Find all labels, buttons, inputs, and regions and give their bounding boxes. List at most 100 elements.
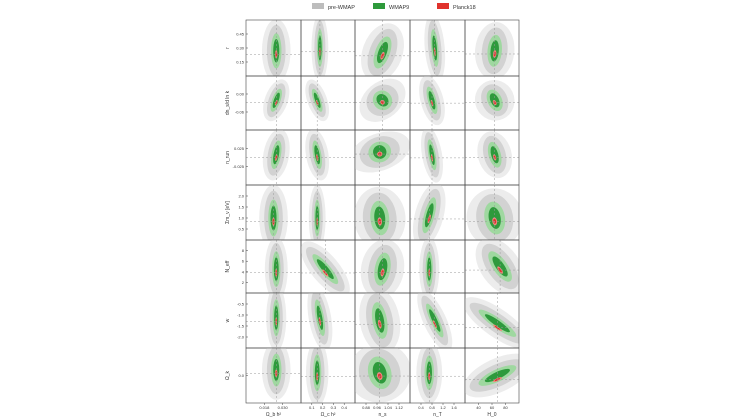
planck18-inner-contour: [381, 100, 384, 104]
row-axis-label: Ω_k: [225, 370, 231, 380]
y-tick-label: 0.0: [238, 373, 244, 378]
x-tick-label: 40: [476, 405, 481, 410]
legend-entry: WMAP9: [373, 3, 409, 11]
legend-entry: pre-WMAP: [312, 3, 355, 11]
panel: [300, 19, 356, 77]
panel: [354, 347, 411, 404]
y-tick-label: 0.5: [238, 227, 244, 232]
y-tick-label: -1.0: [237, 313, 245, 318]
panel: [409, 239, 466, 294]
column-axis-label: n_T: [433, 412, 442, 418]
panel: [409, 75, 466, 131]
panel: [354, 292, 411, 349]
x-tick-label: 0.4: [418, 405, 424, 410]
panel: [245, 75, 302, 131]
y-tick-label: -1.5: [237, 324, 245, 329]
row-axis-label: n_run: [225, 151, 231, 164]
panel: [354, 184, 411, 241]
planck18-inner-contour: [275, 51, 277, 57]
legend: pre-WMAP WMAP9 Planck18: [312, 3, 476, 11]
row-axis-label: r: [225, 47, 231, 49]
panel: [409, 292, 466, 349]
column-axis-label: n_s: [378, 412, 387, 418]
legend-swatch: [312, 3, 324, 9]
panel: [354, 239, 411, 294]
panel: [245, 129, 302, 186]
wmap9-inner-contour: [484, 314, 510, 333]
x-tick-label: 0.2: [320, 405, 326, 410]
y-tick-label: -2.0: [237, 335, 245, 340]
legend-label: pre-WMAP: [328, 5, 355, 11]
row-axis-label: Σm_ν [eV]: [225, 200, 231, 223]
y-tick-label: -0.06: [235, 110, 245, 115]
y-tick-label: 1.5: [238, 205, 244, 210]
planck18-inner-contour: [381, 53, 384, 59]
column-labels: 0.018 0.030 Ω_b h² 0.1 0.2 0.3 0.4 Ω_c h² 0.88 0.…: [259, 403, 508, 418]
y-tick-label: 1.0: [238, 216, 244, 221]
panel: [245, 184, 302, 241]
panel: [464, 239, 520, 294]
panel: [245, 292, 302, 349]
column-axis-label: H_0: [487, 412, 496, 418]
row-axis-label: w: [225, 318, 231, 322]
panel: [464, 75, 520, 131]
x-tick-label: 0.88: [362, 405, 371, 410]
wmap9-inner-contour: [429, 309, 441, 332]
x-tick-label: 0.1: [309, 405, 315, 410]
planck18-inner-contour: [275, 155, 277, 160]
y-tick-label: 2: [242, 280, 245, 285]
x-tick-label: 0.3: [331, 405, 337, 410]
panel-grid: [245, 19, 520, 404]
x-tick-label: 1.04: [384, 405, 393, 410]
x-tick-label: 0.030: [278, 405, 289, 410]
panel: [354, 75, 411, 131]
panel: [245, 239, 302, 294]
planck18-inner-contour: [498, 267, 502, 273]
y-tick-label: 0.45: [236, 32, 245, 37]
panel: [300, 292, 356, 349]
panel: [409, 19, 466, 77]
y-tick-label: 0.00: [236, 92, 245, 97]
wmap9-inner-contour: [424, 203, 434, 228]
legend-swatch: [437, 3, 449, 9]
row-axis-label: dn_s/d ln k: [225, 90, 231, 115]
panel: [245, 347, 302, 404]
column-axis-label: Ω_b h²: [266, 412, 281, 418]
x-tick-label: 1.12: [395, 405, 404, 410]
panel: [300, 347, 356, 404]
wmap9-inner-contour: [484, 368, 510, 383]
panel: [354, 19, 411, 77]
y-tick-label: -0.5: [237, 302, 245, 307]
x-tick-label: 1.6: [451, 405, 457, 410]
y-tick-label: 6: [242, 259, 245, 264]
panel: [300, 75, 356, 131]
panel: [354, 129, 411, 186]
panel: [409, 129, 466, 186]
legend-entry: Planck18: [437, 3, 476, 11]
x-tick-label: 60: [490, 405, 495, 410]
column-axis-label: Ω_c h²: [321, 412, 336, 418]
wmap9-inner-contour: [492, 256, 508, 277]
row-axis-label: N_eff: [225, 260, 231, 272]
legend-swatch: [373, 3, 385, 9]
panel: [464, 292, 520, 349]
y-tick-label: 4: [242, 269, 245, 274]
legend-label: Planck18: [453, 5, 476, 11]
x-tick-label: 1.2: [440, 405, 446, 410]
y-tick-label: 0.025: [234, 146, 245, 151]
panel: [245, 19, 302, 77]
y-tick-label: 0.30: [236, 46, 245, 51]
x-tick-label: 0.018: [259, 405, 270, 410]
panel: [464, 129, 520, 186]
panel: [464, 184, 520, 241]
y-tick-label: 8: [242, 248, 245, 253]
y-tick-label: 0.15: [236, 60, 245, 65]
panel: [409, 347, 466, 404]
x-tick-label: 0.4: [341, 405, 347, 410]
planck18-inner-contour: [275, 101, 278, 105]
panel: [464, 19, 520, 77]
legend-label: WMAP9: [389, 5, 409, 11]
y-tick-label: -0.025: [233, 164, 245, 169]
